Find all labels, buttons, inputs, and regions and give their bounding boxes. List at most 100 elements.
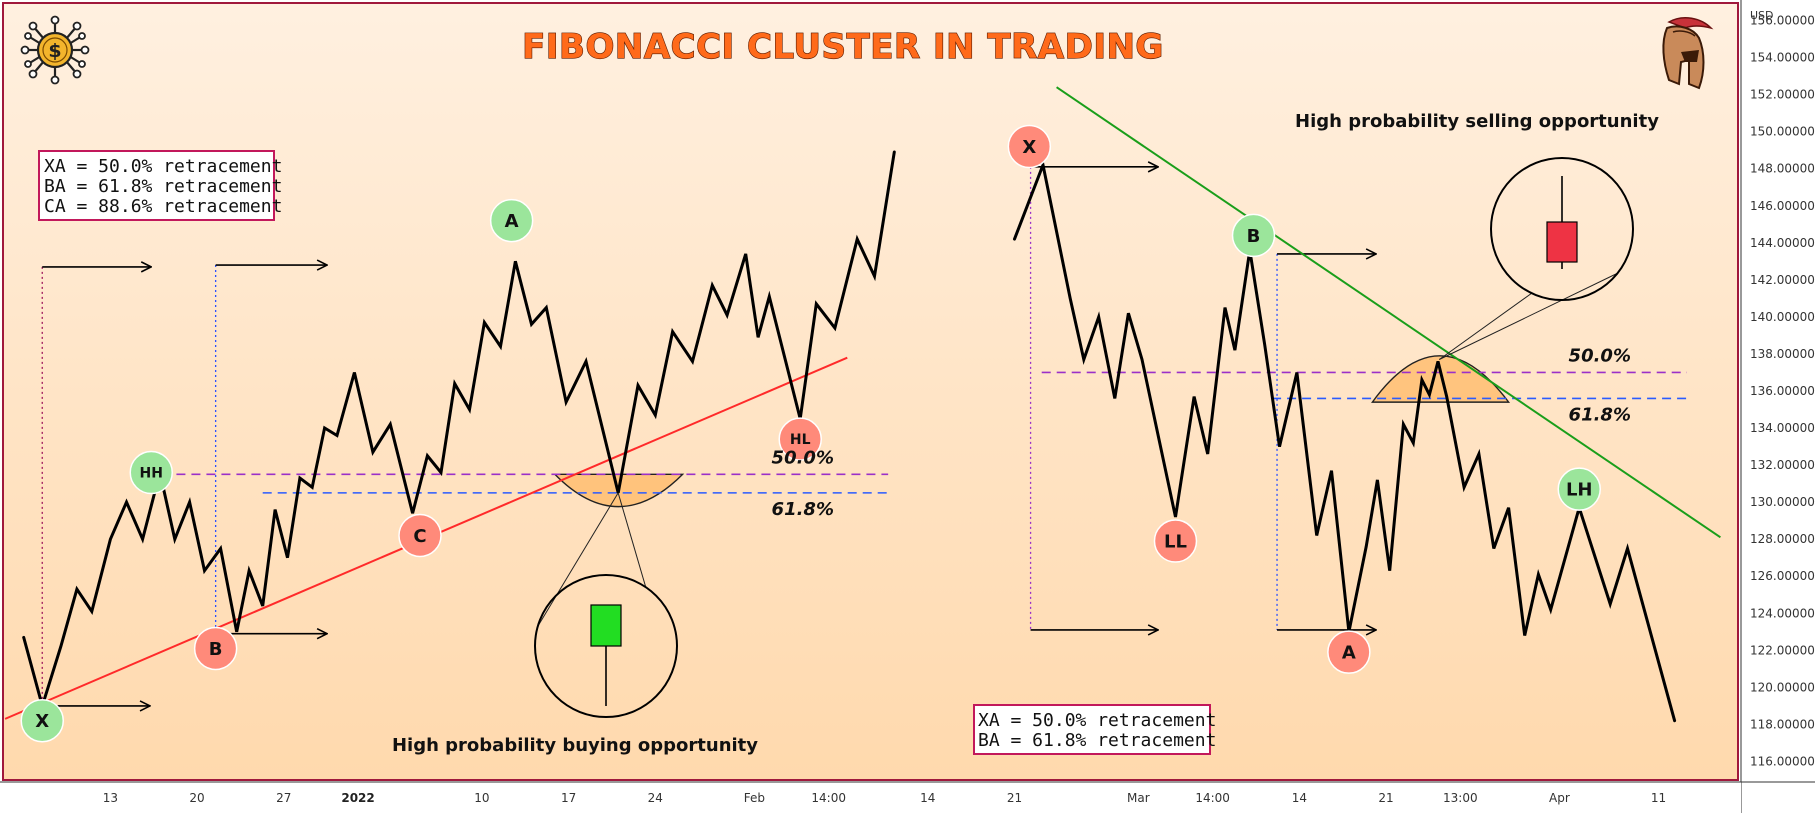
fib-level-labels: 50.0% 61.8% 50.0% 61.8% (772, 345, 1631, 519)
left-point-b: B (193, 626, 238, 671)
left-note-2: BA = 61.8% retracement (44, 176, 282, 197)
y-tick-label: 116.00000 (1750, 754, 1815, 768)
left-point-x: X (20, 698, 65, 743)
fib-levels (131, 371, 1687, 494)
x-tick-label: 24 (648, 791, 663, 805)
left-point-hh-label: HH (140, 466, 163, 482)
left-note-1: XA = 50.0% retracement (44, 156, 282, 177)
y-tick-label: 138.00000 (1750, 347, 1815, 361)
price-axis-panel (1741, 0, 1815, 813)
buy-callout-line (617, 492, 647, 589)
y-tick-label: 136.00000 (1750, 384, 1815, 398)
left-point-c-label: C (413, 526, 426, 547)
right-point-a-label: A (1342, 643, 1356, 664)
right-note-2: BA = 61.8% retracement (978, 730, 1216, 751)
x-tick-label: 14 (1292, 791, 1307, 805)
x-tick-label: 13 (103, 791, 118, 805)
right-point-ll-label: LL (1164, 532, 1187, 553)
sell-callout-line (1438, 292, 1533, 360)
right-point-ll: LL (1153, 519, 1198, 563)
y-tick-label: 140.00000 (1750, 310, 1815, 324)
spartan-helmet-icon (1662, 16, 1714, 90)
left-point-x-circle (20, 698, 65, 743)
bear-candle-body (1546, 221, 1578, 263)
right-point-lh-label: LH (1566, 480, 1593, 501)
left-price-line (22, 150, 896, 712)
x-tick-label: 21 (1378, 791, 1393, 805)
right-point-lh: LH (1557, 467, 1601, 511)
right-point-a: A (1327, 630, 1371, 674)
y-tick-label: 134.00000 (1750, 421, 1815, 435)
currency-label: USD (1750, 9, 1774, 22)
right-point-ll-circle (1153, 519, 1198, 563)
x-tick-label: Feb (744, 791, 765, 805)
svg-text:$: $ (48, 40, 61, 62)
y-tick-label: 150.00000 (1750, 125, 1815, 139)
candle-callouts (534, 157, 1634, 718)
y-tick-label: 152.00000 (1750, 88, 1815, 102)
left-note-3: CA = 88.6% retracement (44, 196, 282, 217)
right-point-x-circle (1007, 124, 1052, 169)
x-tick-label: 10 (474, 791, 489, 805)
left-point-hh: HH (129, 450, 173, 495)
y-axis-ticks: 156.00000 154.00000 152.00000 150.00000 148.… (1750, 14, 1815, 769)
left-point-b-circle (193, 626, 238, 671)
right-point-x-label: X (1022, 137, 1036, 158)
y-tick-label: 126.00000 (1750, 569, 1815, 583)
right-point-b: B (1231, 213, 1276, 258)
y-tick-label: 148.00000 (1750, 162, 1815, 176)
y-tick-label: 144.00000 (1750, 236, 1815, 250)
buy-callout-line (537, 492, 619, 627)
left-fib-50-label: 50.0% (772, 447, 834, 468)
right-note-1: XA = 50.0% retracement (978, 710, 1216, 731)
y-tick-label: 146.00000 (1750, 199, 1815, 213)
x-tick-label: 20 (189, 791, 204, 805)
y-tick-label: 122.00000 (1750, 643, 1815, 657)
buy-callout-circle (534, 574, 678, 718)
y-tick-label: 130.00000 (1750, 495, 1815, 509)
x-tick-label: 13:00 (1443, 791, 1478, 805)
downtrend-line (1056, 86, 1721, 539)
right-point-x: X (1007, 124, 1052, 169)
right-retracement-notes: XA = 50.0% retracement BA = 61.8% retrac… (973, 704, 1216, 755)
left-point-hl-circle (778, 417, 822, 461)
x-tick-label: 27 (276, 791, 291, 805)
left-fib-618-label: 61.8% (772, 499, 834, 520)
measurement-guides (41, 167, 1376, 706)
pattern-points: X HH B C A HL X B LL A LH (20, 124, 1601, 743)
x-tick-label: 2022 (341, 791, 374, 805)
y-tick-label: 128.00000 (1750, 532, 1815, 546)
sell-callout-line (1439, 272, 1619, 360)
bull-candle-body (590, 604, 622, 647)
left-point-hh-circle (129, 450, 173, 495)
buying-opportunity-label: High probability buying opportunity (392, 735, 758, 756)
x-tick-label: 14:00 (1195, 791, 1230, 805)
y-tick-label: 142.00000 (1750, 273, 1815, 287)
x-tick-label: 17 (561, 791, 576, 805)
x-tick-label: 11 (1651, 791, 1666, 805)
right-price-line (1013, 159, 1677, 723)
left-point-b-label: B (209, 639, 223, 660)
right-fib-50-label: 50.0% (1569, 345, 1631, 366)
sell-callout-circle (1490, 157, 1634, 301)
right-point-a-circle (1327, 630, 1371, 674)
left-point-x-label: X (35, 711, 49, 732)
x-tick-label: 14:00 (811, 791, 846, 805)
y-tick-label: 154.00000 (1750, 51, 1815, 65)
right-point-b-circle (1231, 213, 1276, 258)
left-point-c: C (398, 513, 442, 558)
y-tick-label: 120.00000 (1750, 680, 1815, 694)
left-point-hl: HL (778, 417, 822, 461)
dollar-circuit-icon: $ (20, 15, 90, 85)
x-tick-label: Apr (1549, 791, 1570, 805)
right-fib-618-label: 61.8% (1569, 404, 1631, 425)
plot-frame (2, 2, 1739, 781)
y-tick-label: 118.00000 (1750, 717, 1815, 731)
left-point-a-circle (489, 198, 534, 243)
time-axis-panel (0, 782, 1741, 813)
right-point-lh-circle (1557, 467, 1601, 511)
x-tick-label: 14 (920, 791, 935, 805)
selling-opportunity-label: High probability selling opportunity (1295, 111, 1659, 132)
left-point-c-circle (398, 513, 442, 558)
